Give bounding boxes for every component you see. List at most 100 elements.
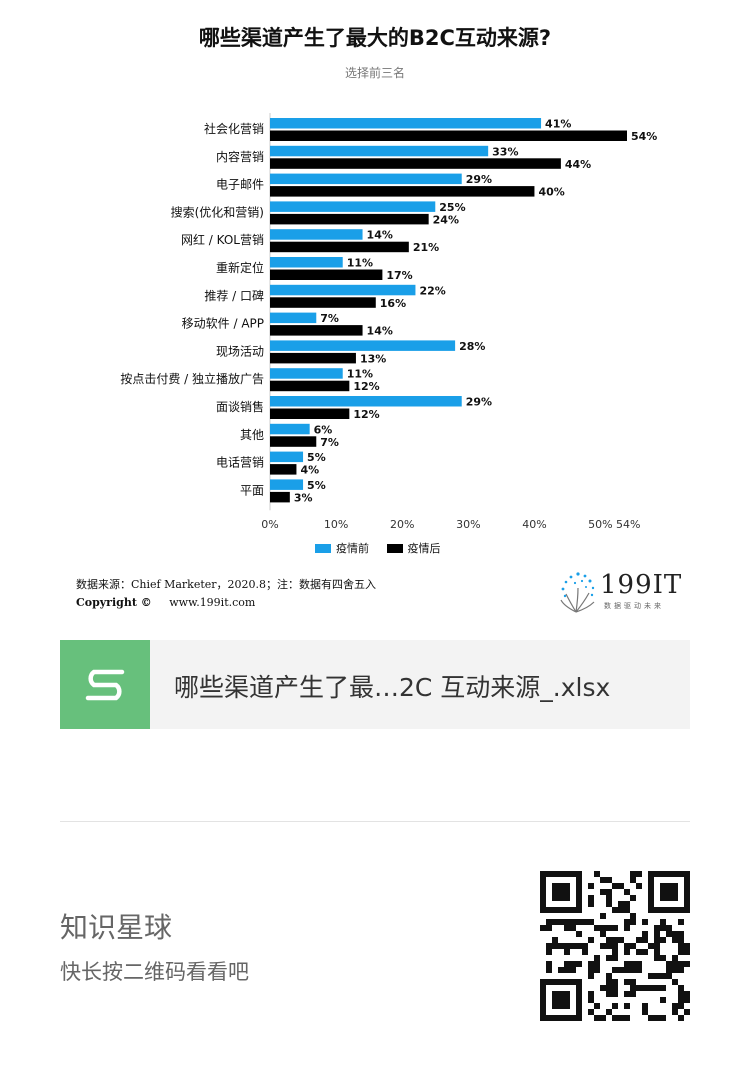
bar-before: [270, 229, 363, 240]
data-label: 21%: [413, 241, 439, 254]
bar-after: [270, 158, 561, 169]
data-label: 5%: [307, 479, 326, 492]
data-label: 11%: [347, 368, 373, 381]
data-label: 54%: [631, 130, 657, 143]
bar-before: [270, 201, 436, 212]
legend-swatch-before: [315, 543, 331, 553]
data-label: 6%: [314, 423, 333, 436]
bar-before: [270, 173, 462, 185]
bar-after: [270, 436, 317, 447]
data-source-note: 数据来源：Chief Marketer，2020.8；注：数据有四舍五入: [76, 578, 377, 591]
category-label: 推荐 / 口碑: [204, 288, 264, 303]
data-label: 14%: [367, 229, 393, 242]
bar-after: [270, 213, 429, 225]
bar-after: [270, 269, 383, 280]
copyright-line: Copyright © www.199it.com: [76, 596, 255, 609]
data-label: 22%: [419, 284, 445, 297]
data-label: 17%: [386, 269, 412, 282]
x-tick-label: 20%: [390, 518, 414, 531]
bar-before: [270, 312, 317, 324]
data-label: 24%: [433, 213, 459, 226]
bar-after: [270, 297, 376, 308]
data-label: 12%: [353, 380, 379, 393]
promo-title: 知识星球: [60, 911, 173, 944]
category-label: 平面: [240, 483, 264, 497]
legend-swatch-after: [386, 543, 403, 553]
data-label: 44%: [565, 158, 591, 171]
bar-before: [270, 479, 304, 490]
bar-before: [270, 423, 310, 435]
bar-after: [270, 325, 363, 336]
copyright-label: Copyright ©: [76, 596, 152, 609]
bar-chart: 社会化营销 41% 54% 内容营销 33% 44% 电子邮件 29% 40% 搜索(优化和营销)…: [120, 113, 657, 531]
category-label: 现场活动: [216, 344, 264, 358]
data-label: 12%: [353, 408, 379, 421]
data-label: 40%: [538, 186, 564, 199]
bar-before: [270, 368, 343, 379]
data-label: 7%: [320, 312, 339, 325]
bar-before: [270, 257, 343, 268]
brand-logo: 199IT 数据驱动未来: [556, 568, 686, 614]
file-name: 哪些渠道产生了最…2C 互动来源_.xlsx: [174, 673, 611, 702]
copyright-site: www.199it.com: [169, 596, 256, 609]
data-label: 13%: [360, 352, 386, 365]
category-label: 面谈销售: [216, 399, 264, 414]
category-label: 重新定位: [216, 260, 264, 275]
bar-after: [270, 491, 290, 503]
chart-title: 哪些渠道产生了最大的B2C互动来源?: [198, 26, 552, 50]
x-tick-label: 40%: [522, 518, 546, 531]
bar-after: [270, 241, 409, 253]
data-label: 25%: [439, 201, 465, 214]
bar-before: [270, 451, 304, 463]
brand-name: 199IT: [600, 570, 683, 600]
legend-item-after: 疫情后: [386, 540, 441, 556]
data-label: 5%: [307, 451, 326, 464]
data-label: 4%: [300, 464, 319, 477]
category-label: 电子邮件: [216, 178, 264, 192]
legend-item-before: 疫情前: [315, 540, 369, 556]
data-label: 3%: [294, 491, 313, 504]
bar-before: [270, 118, 542, 129]
legend-label-after: 疫情后: [407, 542, 441, 555]
category-label: 其他: [240, 428, 264, 442]
chart-subtitle: 选择前三名: [344, 66, 405, 80]
x-tick-label: 30%: [456, 518, 480, 531]
category-label: 网红 / KOL营销: [181, 232, 264, 247]
category-label: 按点击付费 / 独立播放广告: [120, 371, 264, 386]
data-label: 41%: [545, 118, 571, 131]
bar-after: [270, 464, 297, 475]
category-label: 搜索(优化和营销): [171, 204, 264, 219]
bar-after: [270, 186, 535, 197]
divider: [60, 821, 690, 822]
bar-before: [270, 340, 456, 351]
bar-before: [270, 284, 416, 296]
category-label: 社会化营销: [204, 121, 264, 136]
data-label: 14%: [367, 325, 393, 338]
data-label: 28%: [459, 340, 485, 353]
category-label: 移动软件 / APP: [182, 317, 264, 331]
x-tick-label: 10%: [324, 518, 348, 531]
data-label: 7%: [320, 436, 339, 449]
bar-after: [270, 408, 350, 419]
chart-legend: 疫情前 疫情后: [315, 540, 455, 556]
category-label: 内容营销: [216, 149, 264, 164]
bar-before: [270, 145, 489, 157]
data-label: 11%: [347, 257, 373, 270]
dandelion-logo-icon: [560, 572, 595, 613]
data-label: 29%: [466, 396, 492, 409]
bar-after: [270, 130, 627, 141]
data-label: 29%: [466, 173, 492, 186]
file-attachment-card[interactable]: 哪些渠道产生了最…2C 互动来源_.xlsx: [60, 640, 690, 729]
x-tick-label: 0%: [261, 518, 278, 531]
x-tick-label: 54%: [616, 518, 640, 531]
promo-subtitle: 快长按二维码看看吧: [60, 960, 249, 984]
x-tick-label: 50%: [588, 518, 612, 531]
qr-code-icon[interactable]: [540, 871, 690, 1021]
brand-slogan: 数据驱动未来: [604, 602, 664, 610]
bar-after: [270, 380, 350, 392]
category-label: 电话营销: [216, 456, 264, 470]
bar-after: [270, 352, 356, 364]
data-label: 33%: [492, 145, 518, 158]
s-logo-icon: [60, 640, 150, 729]
data-label: 16%: [380, 297, 406, 310]
